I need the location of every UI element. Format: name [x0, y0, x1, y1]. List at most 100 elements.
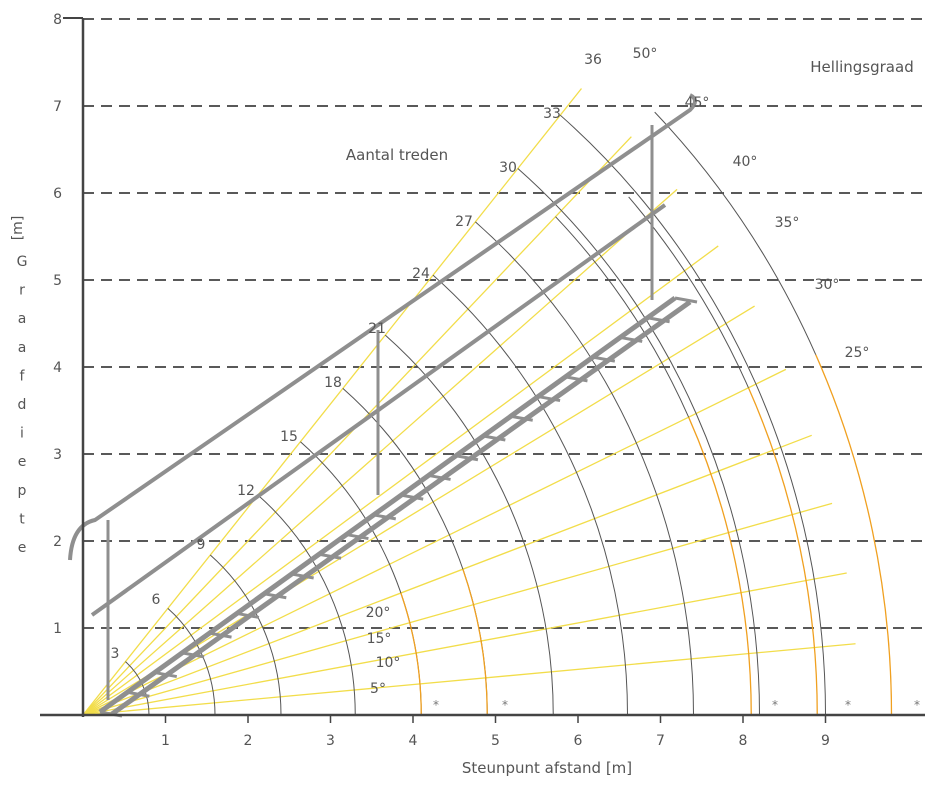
- ladder-rung: [291, 572, 314, 580]
- ladder-stringer-bottom: [110, 299, 692, 717]
- x-tick-label: 8: [739, 733, 748, 749]
- step-arc-3: [209, 554, 282, 716]
- angle-label: 10°: [376, 655, 401, 671]
- step-label: 15: [280, 429, 298, 445]
- x-tick-label: 9: [821, 733, 830, 749]
- star-marker: *: [914, 698, 920, 712]
- y-tick-label: 5: [53, 273, 62, 289]
- angle-label: 30°: [815, 277, 840, 293]
- orange-arc-3: [688, 416, 752, 716]
- ladder-rung: [154, 671, 178, 679]
- angle-label: 50°: [633, 46, 658, 62]
- star-marker: *: [433, 698, 439, 712]
- steps-heading: Aantal treden: [346, 146, 448, 164]
- y-axis-label-char: e: [18, 454, 27, 470]
- ray-35deg: [82, 245, 719, 716]
- step-arc-11: [559, 114, 826, 716]
- grid-lines: [83, 18, 925, 629]
- step-label: 33: [543, 106, 561, 122]
- ladder-drawing: [68, 93, 698, 718]
- y-axis-unit: [m]: [10, 216, 26, 241]
- step-label: 12: [237, 483, 255, 499]
- y-axis-label-char: f: [20, 368, 26, 384]
- step-label: 36: [584, 52, 602, 68]
- ray-15deg: [82, 502, 833, 716]
- ladder-rung: [318, 552, 342, 560]
- ladder-rung: [619, 335, 643, 343]
- y-axis-label-char: G: [17, 254, 28, 270]
- y-axis-label-char: p: [18, 483, 27, 499]
- y-axis-label-char: e: [18, 540, 27, 556]
- y-tick-label: 6: [53, 186, 62, 202]
- ladder-rung: [483, 434, 506, 442]
- x-tick-label: 4: [409, 733, 418, 749]
- ladder-rung: [264, 592, 287, 600]
- angle-label: 15°: [367, 631, 392, 647]
- ladder-rung: [236, 611, 260, 619]
- angle-label: 40°: [733, 154, 758, 170]
- step-label: 9: [197, 537, 206, 553]
- x-tick-label: 3: [326, 733, 335, 749]
- ray-20deg: [82, 434, 812, 716]
- ray-50deg: [82, 88, 582, 716]
- y-tick-label: 4: [53, 360, 62, 376]
- handrail-outer: [68, 93, 697, 561]
- ladder-rung: [592, 355, 616, 363]
- ray-5deg: [82, 643, 856, 716]
- ladder-rung: [127, 690, 150, 698]
- ladder-rung: [537, 395, 561, 403]
- angle-label: 20°: [366, 605, 391, 621]
- ray-30deg: [82, 305, 755, 716]
- ladder-rung: [209, 631, 232, 639]
- orange-arc-2: [462, 568, 488, 716]
- ray-25deg: [82, 368, 787, 716]
- outer-arc-2: [628, 196, 749, 388]
- step-label: 21: [368, 321, 386, 337]
- outer-arc-1: [555, 216, 690, 418]
- step-label: 3: [111, 646, 120, 662]
- orange-arc-4: [747, 387, 818, 716]
- ladder-rung: [510, 414, 533, 422]
- ladder-rung: [455, 454, 479, 462]
- ladder-rung: [674, 296, 698, 304]
- x-tick-label: 2: [244, 733, 253, 749]
- ladder-rung: [181, 651, 205, 659]
- y-tick-label: 1: [53, 621, 62, 637]
- axes: [40, 17, 925, 723]
- x-axis-label: Steunpunt afstand [m]: [462, 759, 632, 777]
- star-marker: *: [772, 698, 778, 712]
- angle-heading: Hellingsgraad: [810, 58, 913, 76]
- orange-arc-5: [815, 354, 893, 716]
- step-arc-1: [125, 661, 150, 716]
- step-label: 6: [152, 592, 161, 608]
- angle-label: 5°: [370, 681, 386, 697]
- ladder-rung: [565, 375, 588, 383]
- step-label: 30: [499, 160, 517, 176]
- ray-10deg: [82, 572, 847, 716]
- angle-rays: [82, 88, 856, 716]
- y-axis-label-char: i: [20, 426, 24, 442]
- ray-40deg: [82, 188, 678, 716]
- star-marker: *: [845, 698, 851, 712]
- outer-arc-3: [654, 111, 817, 355]
- y-tick-label: 2: [53, 534, 62, 550]
- y-tick-label: 7: [53, 99, 62, 115]
- step-label: 27: [455, 214, 473, 230]
- y-axis-label-char: r: [19, 283, 25, 299]
- y-axis-label-char: t: [19, 511, 25, 527]
- ladder-stringer-top: [98, 295, 677, 715]
- angle-label: 45°: [685, 95, 710, 111]
- ladder-rung: [428, 473, 451, 481]
- ladder-rung: [647, 316, 670, 324]
- step-arc-4: [257, 494, 356, 716]
- x-tick-label: 6: [574, 733, 583, 749]
- x-tick-label: 1: [161, 733, 170, 749]
- angle-label: 35°: [775, 215, 800, 231]
- step-label: 18: [324, 375, 342, 391]
- y-axis-label-char: a: [18, 340, 27, 356]
- step-arc-9: [475, 221, 694, 716]
- y-axis-label-char: a: [18, 311, 27, 327]
